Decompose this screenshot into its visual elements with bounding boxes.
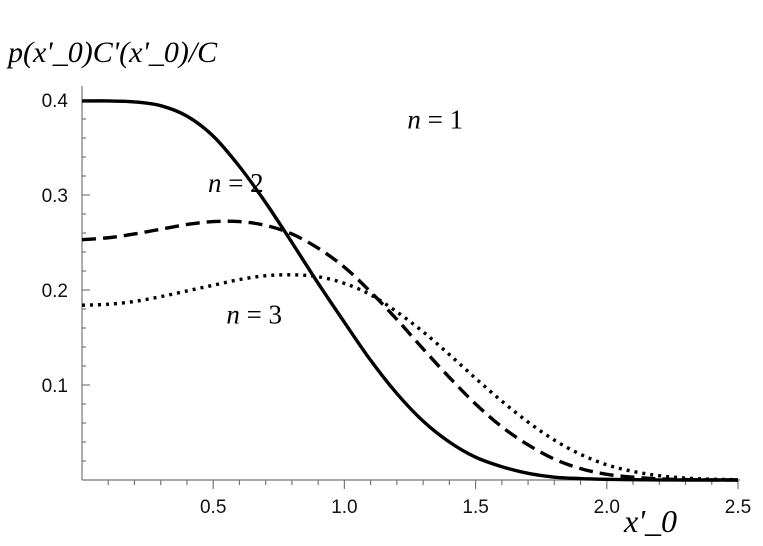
series-line-n2 xyxy=(81,219,739,482)
series-line-n1 xyxy=(81,99,738,482)
tick-labels: 0.5 1.0 1.5 2.0 2.5 0.1 0.2 0.3 0.4 xyxy=(42,91,752,518)
y-axis-title: p(x'_0)C'(x'_0)/C xyxy=(6,36,218,69)
series-label-n3: n = 3 xyxy=(226,299,282,329)
axes xyxy=(81,86,740,481)
series-lines xyxy=(81,99,739,482)
series-label-n2: n = 2 xyxy=(208,168,264,198)
x-tick-label: 2.0 xyxy=(594,497,620,518)
x-axis-title: x'_0 xyxy=(623,503,677,539)
x-tick-label: 0.5 xyxy=(200,497,226,518)
series-line-n3 xyxy=(81,273,739,482)
y-tick-label: 0.4 xyxy=(42,91,69,112)
x-tick-label: 2.5 xyxy=(725,497,751,518)
y-tick-label: 0.1 xyxy=(42,376,68,397)
y-tick-label: 0.3 xyxy=(42,186,68,207)
y-tick-label: 0.2 xyxy=(42,281,68,302)
series-annotations: n = 1 n = 2 n = 3 xyxy=(208,105,463,330)
x-tick-label: 1.0 xyxy=(331,497,357,518)
tick-marks xyxy=(82,99,739,489)
series-label-n1: n = 1 xyxy=(407,105,463,135)
x-tick-label: 1.5 xyxy=(462,497,488,518)
